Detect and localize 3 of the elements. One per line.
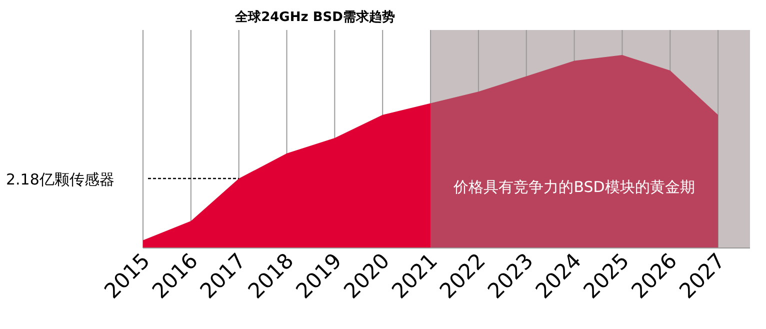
chart-title: 全球24GHz BSD需求趋势 bbox=[234, 9, 395, 25]
ref-line-label: 2.18亿颗传感器 bbox=[6, 170, 114, 189]
band-label: 价格具有竞争力的BSD模块的黄金期 bbox=[452, 178, 695, 196]
